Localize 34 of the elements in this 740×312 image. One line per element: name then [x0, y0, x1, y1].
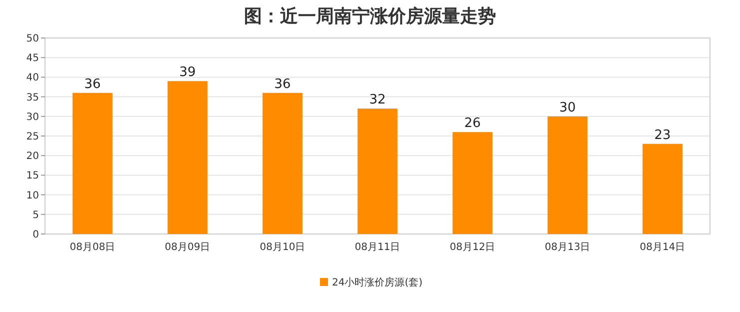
bar — [168, 81, 208, 234]
x-tick-label: 08月14日 — [640, 242, 686, 253]
chart-title: 图：近一周南宁涨价房源量走势 — [244, 6, 496, 27]
x-tick-label: 08月10日 — [260, 242, 306, 253]
bar — [262, 92, 302, 234]
x-tick-label: 08月13日 — [544, 242, 590, 253]
data-label: 26 — [464, 116, 481, 132]
data-label: 23 — [654, 128, 671, 143]
bar — [452, 132, 492, 234]
bar — [548, 116, 588, 234]
y-tick-label: 40 — [26, 72, 39, 84]
x-tick-label: 08月12日 — [450, 242, 496, 253]
y-tick-label: 35 — [26, 92, 39, 104]
bar — [358, 108, 398, 234]
data-label: 39 — [179, 65, 196, 80]
y-tick-label: 50 — [26, 34, 39, 44]
y-tick-label: 0 — [32, 230, 39, 240]
y-tick-label: 15 — [26, 170, 39, 182]
x-tick-label: 08月09日 — [164, 242, 210, 253]
data-label: 36 — [274, 76, 291, 92]
x-tick-label: 08月08日 — [70, 242, 116, 253]
x-tick-label: 08月11日 — [354, 242, 400, 253]
y-tick-label: 30 — [26, 112, 39, 123]
y-tick-label: 20 — [26, 151, 39, 162]
data-label: 36 — [84, 76, 101, 92]
legend-label: 24小时涨价房源(套) — [332, 276, 423, 288]
y-tick-label: 25 — [26, 132, 39, 142]
data-label: 30 — [559, 100, 576, 116]
bar — [642, 144, 682, 234]
data-label: 32 — [369, 92, 386, 108]
y-tick-label: 45 — [26, 53, 39, 64]
bar — [72, 92, 112, 234]
y-tick-label: 10 — [26, 190, 39, 202]
y-tick-label: 5 — [32, 210, 39, 221]
